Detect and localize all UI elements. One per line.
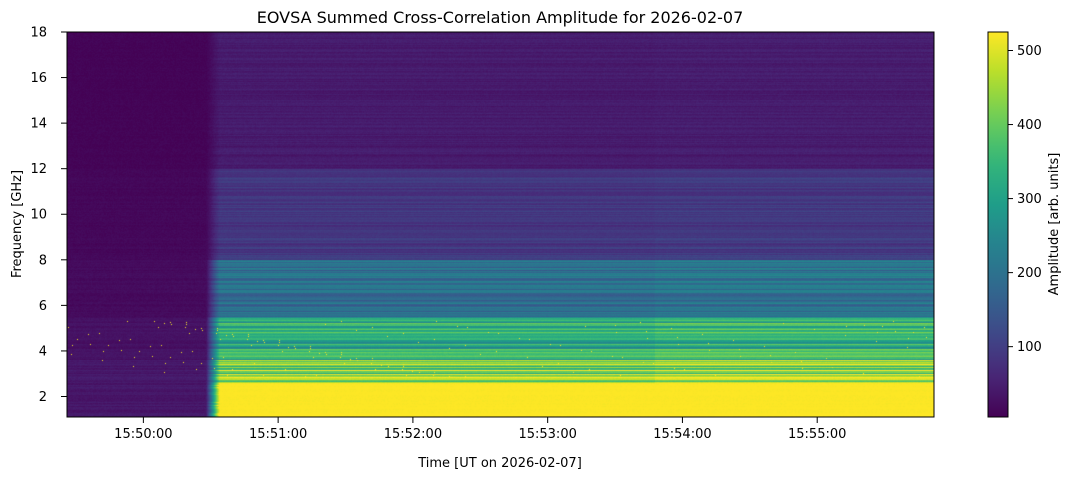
chart-title: EOVSA Summed Cross-Correlation Amplitude… <box>257 8 744 27</box>
plot-area <box>66 31 935 418</box>
x-tick-label: 15:54:00 <box>653 427 711 442</box>
heatmap-image <box>67 32 934 417</box>
y-tick-label: 14 <box>30 117 47 132</box>
x-tick-label: 15:51:00 <box>249 427 307 442</box>
colorbar-tick-label: 200 <box>1017 266 1042 281</box>
y-tick-label: 18 <box>30 26 47 41</box>
y-tick-label: 4 <box>39 344 47 359</box>
colorbar-label: Amplitude [arb. units] <box>1047 153 1062 296</box>
colorbar-tick-label: 500 <box>1017 44 1042 59</box>
x-axis: 15:50:00 15:51:00 15:52:00 15:53:00 15:54:00… <box>114 417 846 442</box>
y-tick-label: 8 <box>39 253 47 268</box>
y-tick-label: 6 <box>39 299 47 314</box>
x-tick-label: 15:50:00 <box>114 427 172 442</box>
colorbar-tick-label: 100 <box>1017 340 1042 355</box>
y-tick-label: 2 <box>39 390 47 405</box>
plot-frame <box>66 31 935 418</box>
colorbar: 100 200 300 400 500 Amplitude [arb. units] <box>987 31 1062 418</box>
colorbar-gradient <box>987 31 1009 418</box>
colorbar-tick-label: 300 <box>1017 192 1042 207</box>
x-tick-label: 15:53:00 <box>518 427 576 442</box>
y-tick-label: 10 <box>30 208 47 223</box>
colorbar-tick-label: 400 <box>1017 118 1042 133</box>
x-tick-label: 15:52:00 <box>384 427 442 442</box>
y-axis: 2 4 6 8 10 12 14 16 18 <box>30 26 67 405</box>
y-axis-label: Frequency [GHz] <box>10 170 25 278</box>
x-tick-label: 15:55:00 <box>788 427 846 442</box>
colorbar-ticks: 100 200 300 400 500 <box>1008 44 1042 355</box>
x-axis-label: Time [UT on 2026-02-07] <box>417 456 582 471</box>
y-tick-label: 12 <box>30 162 47 177</box>
y-tick-label: 16 <box>30 71 47 86</box>
